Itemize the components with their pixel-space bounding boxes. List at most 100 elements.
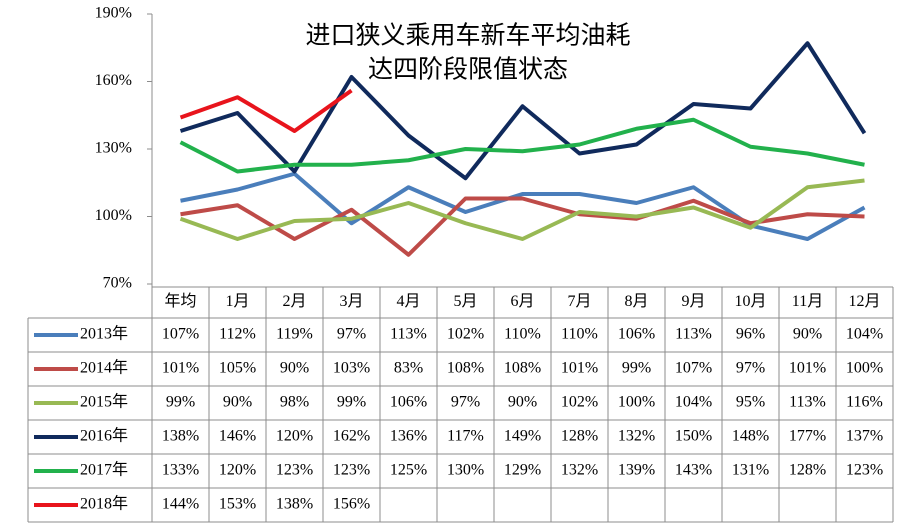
table-value: 100% <box>618 394 655 411</box>
x-tick-label: 8月 <box>624 293 648 310</box>
table-value: 99% <box>166 394 195 411</box>
table-value: 113% <box>675 326 712 343</box>
table-value: 108% <box>504 360 541 377</box>
table-value: 97% <box>337 326 366 343</box>
table-value: 120% <box>276 428 313 445</box>
table-value: 99% <box>622 360 651 377</box>
table-value: 113% <box>390 326 427 343</box>
table-value: 99% <box>337 394 366 411</box>
table-value: 102% <box>447 326 484 343</box>
table-value: 116% <box>846 394 883 411</box>
x-tick-label: 1月 <box>225 293 249 310</box>
chart-title: 达四阶段限值状态 <box>368 56 568 84</box>
legend-label: 2014年 <box>80 359 128 377</box>
table-value: 149% <box>504 428 541 445</box>
x-tick-label: 年均 <box>164 292 196 310</box>
table-value: 110% <box>561 326 598 343</box>
x-tick-label: 2月 <box>282 293 306 310</box>
x-tick-label: 3月 <box>339 293 363 310</box>
x-tick-label: 9月 <box>681 293 705 310</box>
x-tick-label: 7月 <box>567 293 591 310</box>
y-tick-label: 70% <box>103 275 132 292</box>
series-line <box>179 117 865 174</box>
table-value: 90% <box>223 394 252 411</box>
table-value: 104% <box>846 326 883 343</box>
table-value: 138% <box>162 428 199 445</box>
legend-label: 2013年 <box>80 325 128 343</box>
table-value: 143% <box>675 462 712 479</box>
y-tick-label: 190% <box>95 5 132 22</box>
x-tick-label: 4月 <box>396 293 420 310</box>
table-value: 110% <box>504 326 541 343</box>
table-value: 150% <box>675 428 712 445</box>
table-value: 128% <box>789 462 826 479</box>
table-value: 113% <box>789 394 826 411</box>
table-value: 117% <box>447 428 484 445</box>
series-line <box>180 196 865 257</box>
table-value: 101% <box>561 360 598 377</box>
table-value: 90% <box>508 394 537 411</box>
series-line <box>180 171 866 241</box>
x-tick-label: 10月 <box>734 293 766 310</box>
x-tick-label: 5月 <box>453 293 477 310</box>
y-tick-label: 130% <box>95 140 132 157</box>
table-value: 104% <box>675 394 712 411</box>
table-value: 106% <box>618 326 655 343</box>
table-value: 177% <box>789 428 826 445</box>
table-value: 107% <box>162 326 199 343</box>
table-value: 132% <box>618 428 655 445</box>
table-value: 132% <box>561 462 598 479</box>
table-value: 96% <box>736 326 765 343</box>
table-value: 123% <box>846 462 883 479</box>
table-value: 102% <box>561 394 598 411</box>
table-value: 103% <box>333 360 370 377</box>
table-value: 106% <box>390 394 427 411</box>
table-value: 95% <box>736 394 765 411</box>
table-value: 153% <box>219 496 256 513</box>
table-value: 105% <box>219 360 256 377</box>
table-value: 128% <box>561 428 598 445</box>
table-value: 138% <box>276 496 313 513</box>
legend-label: 2016年 <box>80 427 128 445</box>
table-value: 156% <box>333 496 370 513</box>
y-tick-label: 100% <box>95 207 132 224</box>
table-value: 129% <box>504 462 541 479</box>
table-value: 97% <box>736 360 765 377</box>
series-line <box>179 41 867 181</box>
table-value: 120% <box>219 462 256 479</box>
table-value: 107% <box>675 360 712 377</box>
table-value: 123% <box>333 462 370 479</box>
table-value: 131% <box>732 462 769 479</box>
table-value: 101% <box>789 360 826 377</box>
table-value: 137% <box>846 428 883 445</box>
y-tick-label: 160% <box>95 72 132 89</box>
table-value: 90% <box>793 326 822 343</box>
table-value: 90% <box>280 360 309 377</box>
table-value: 97% <box>451 394 480 411</box>
table-value: 123% <box>276 462 313 479</box>
table-value: 108% <box>447 360 484 377</box>
table-value: 148% <box>732 428 769 445</box>
legend-label: 2015年 <box>80 393 128 411</box>
table-value: 112% <box>219 326 256 343</box>
table-value: 136% <box>390 428 427 445</box>
table-value: 83% <box>394 360 423 377</box>
legend-label: 2017年 <box>80 461 128 479</box>
table-value: 162% <box>333 428 370 445</box>
table-value: 101% <box>162 360 199 377</box>
chart-title: 进口狭义乘用车新车平均油耗 <box>305 22 630 50</box>
table-value: 144% <box>162 496 199 513</box>
table-value: 146% <box>219 428 256 445</box>
table-value: 119% <box>276 326 313 343</box>
table-value: 100% <box>846 360 883 377</box>
table-value: 98% <box>280 394 309 411</box>
table-value: 139% <box>618 462 655 479</box>
table-value: 125% <box>390 462 427 479</box>
table-value: 133% <box>162 462 199 479</box>
legend-label: 2018年 <box>80 495 128 513</box>
x-tick-label: 11月 <box>792 293 823 310</box>
series-line <box>179 178 865 241</box>
series-line <box>179 88 353 133</box>
